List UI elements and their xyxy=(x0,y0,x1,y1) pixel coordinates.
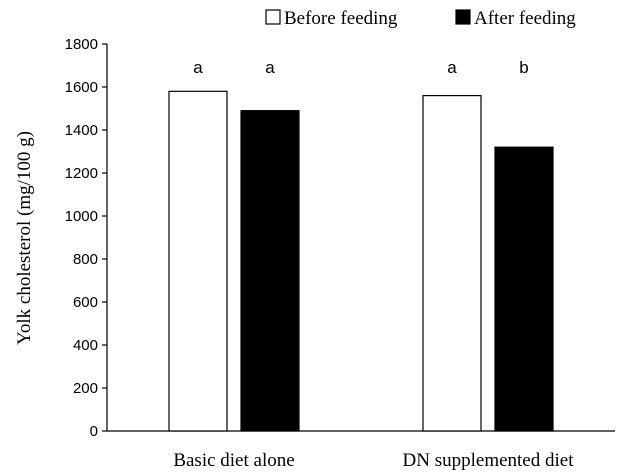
y-tick-label: 800 xyxy=(73,251,98,268)
legend-swatch-after xyxy=(455,9,471,25)
y-tick-label: 1200 xyxy=(65,165,98,182)
significance-label: a xyxy=(265,58,275,77)
x-category-label: Basic diet alone xyxy=(173,450,294,471)
significance-label: a xyxy=(447,58,457,77)
y-tick-label: 1000 xyxy=(65,208,98,225)
legend: Before feeding After feeding xyxy=(265,8,576,29)
x-axis: Basic diet alone DN supplemented diet xyxy=(107,430,615,471)
y-tick-label: 1800 xyxy=(65,36,98,53)
y-tick-label: 400 xyxy=(73,337,98,354)
bar-before-2 xyxy=(422,94,482,432)
legend-label-after: After feeding xyxy=(474,8,576,29)
y-tick-label: 1400 xyxy=(65,122,98,139)
significance-label: a xyxy=(193,58,203,77)
y-tick-label: 200 xyxy=(73,380,98,397)
legend-label-before: Before feeding xyxy=(284,8,398,29)
bar-after-2 xyxy=(494,146,554,432)
y-axis-title: Yolk cholesterol (mg/100 g) xyxy=(14,131,35,345)
y-tick-label: 0 xyxy=(90,423,98,440)
y-tick-label: 600 xyxy=(73,294,98,311)
legend-swatch-before xyxy=(265,9,281,25)
y-tick-label: 1600 xyxy=(65,79,98,96)
bar-after-1 xyxy=(240,110,300,432)
bar-before-1 xyxy=(168,90,228,432)
x-category-label: DN supplemented diet xyxy=(403,450,575,471)
y-axis: 0 200 400 600 800 1000 1200 1400 1600 1800 xyxy=(65,36,108,440)
significance-label: b xyxy=(519,58,528,77)
